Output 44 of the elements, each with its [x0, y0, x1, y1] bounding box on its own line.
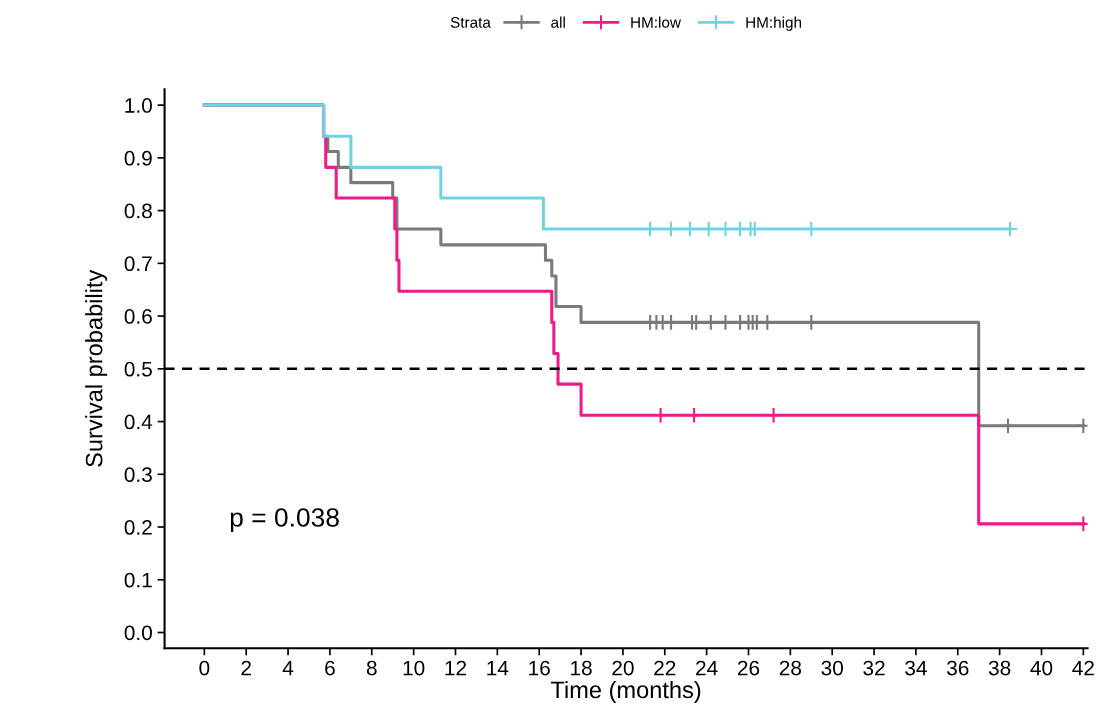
x-tick-label: 24: [696, 660, 718, 676]
point: [652, 406, 669, 424]
point: [765, 406, 782, 424]
x-tick-label: 34: [905, 660, 927, 676]
x-tick-label: 20: [612, 660, 634, 676]
y-tick-label: 0.1: [124, 572, 152, 588]
point: [999, 417, 1017, 435]
x-tick-label: 6: [325, 660, 335, 676]
x-tick-label: 26: [737, 660, 760, 676]
y-tick-label: 0.4: [124, 414, 153, 430]
y-tick-label: 0.3: [124, 467, 152, 483]
y-tick-label: 0.6: [124, 309, 152, 324]
x-tick-label: 30: [821, 660, 843, 676]
y-tick-label: 1.0: [125, 98, 152, 113]
x-tick-label: 8: [366, 660, 377, 676]
x-tick-label: 4: [282, 660, 294, 676]
x-tick-label: 18: [571, 660, 592, 676]
legend-label: HM:high: [746, 16, 802, 31]
annotation: p = 0.038: [230, 508, 339, 533]
x-tick-label: 22: [654, 660, 676, 676]
x-tick-label: 0: [199, 660, 210, 676]
x-tick-label: 42: [1072, 660, 1094, 676]
x-axis-title: Time (months): [550, 680, 701, 703]
legend-label: all: [551, 16, 565, 28]
legend-title: Strata: [450, 16, 491, 28]
point: [685, 406, 703, 424]
y-tick-label: 0.8: [124, 203, 152, 219]
x-tick-label: 40: [1030, 660, 1053, 676]
x-tick-label: 12: [445, 660, 467, 676]
y-tick-label: 0.2: [124, 520, 152, 535]
x-tick-label: 32: [863, 660, 885, 676]
y-tick-label: 0.7: [124, 256, 152, 272]
y-tick-label: 0.0: [124, 625, 152, 641]
x-tick-label: 16: [529, 660, 550, 676]
y-tick-label: 0.9: [124, 150, 152, 166]
x-tick-label: 2: [241, 660, 251, 676]
x-tick-label: 28: [779, 660, 802, 676]
x-tick-label: 14: [487, 660, 509, 676]
x-tick-label: 10: [403, 660, 425, 676]
y-tick-label: 0.5: [124, 361, 152, 377]
legend-label: HM:low: [631, 16, 681, 28]
x-tick-label: 36: [946, 660, 969, 676]
y-axis-title: Survival probability: [85, 269, 108, 467]
x-tick-label: 38: [988, 660, 1011, 676]
